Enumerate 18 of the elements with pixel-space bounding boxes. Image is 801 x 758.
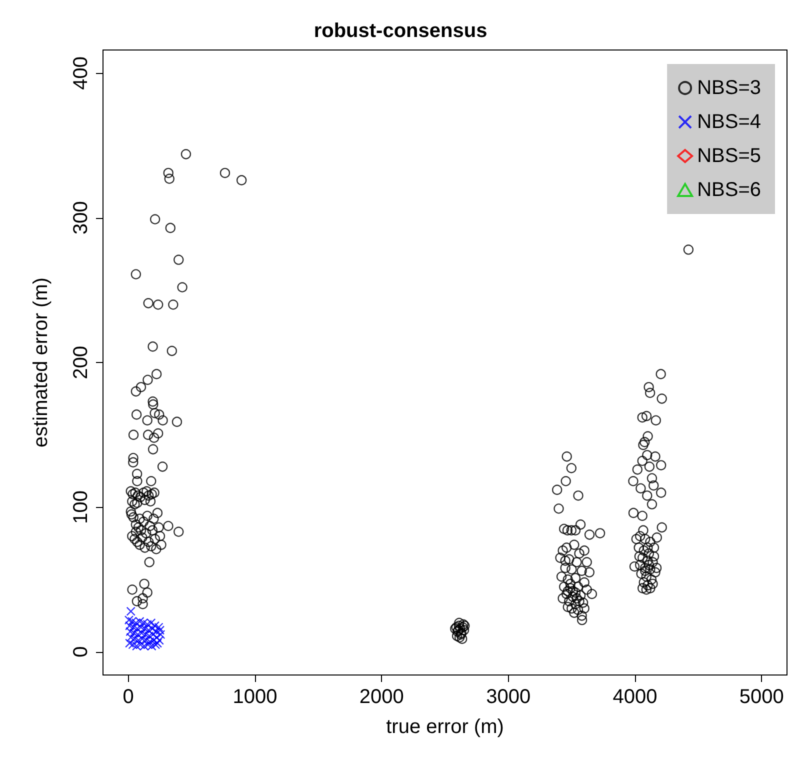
x-axis-title: true error (m) [386, 716, 504, 738]
y-axis-title: estimated error (m) [30, 277, 52, 448]
legend-label: NBS=4 [697, 111, 762, 133]
y-tick-label: 0 [70, 646, 92, 658]
y-tick-label: 400 [70, 56, 92, 90]
legend-label: NBS=3 [697, 77, 762, 99]
legend-label: NBS=5 [697, 145, 762, 167]
x-tick-label: 2000 [359, 686, 404, 708]
x-tick-label: 5000 [739, 686, 784, 708]
y-tick-label: 200 [70, 346, 92, 380]
x-tick-label: 1000 [232, 686, 278, 708]
y-tick-label: 100 [70, 490, 92, 524]
chart-title: robust-consensus [314, 20, 488, 42]
x-tick-label: 4000 [612, 686, 658, 708]
x-tick-label: 3000 [486, 686, 531, 708]
x-tick-label: 0 [122, 686, 134, 708]
y-tick-label: 300 [70, 201, 92, 235]
legend-label: NBS=6 [697, 179, 762, 201]
